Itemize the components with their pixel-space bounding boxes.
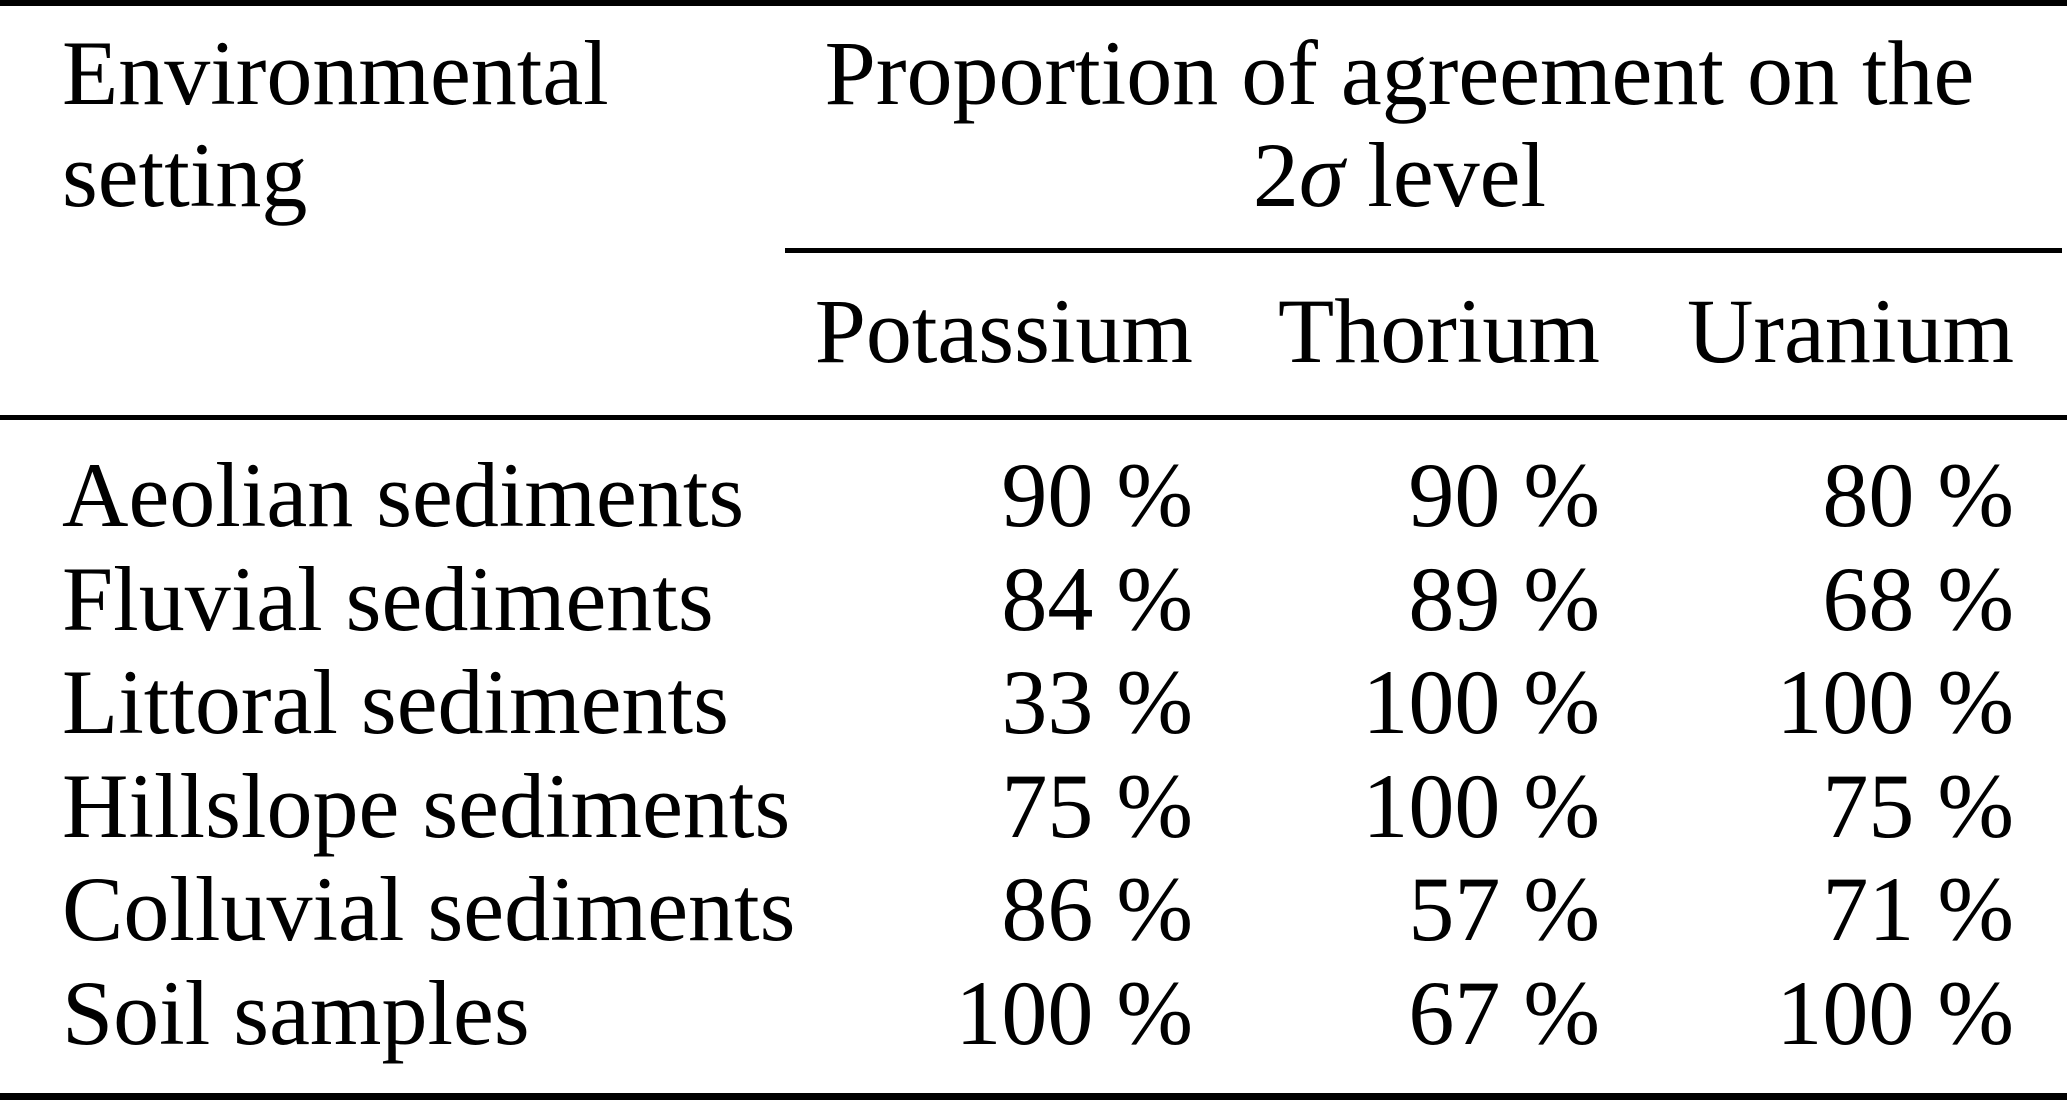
group-header-underline-rule <box>785 248 2062 253</box>
potassium-value: 33 % <box>1001 651 1193 753</box>
column-header-thorium: Thorium <box>1278 280 1600 382</box>
thorium-value: 89 % <box>1408 547 1600 650</box>
table-row: Colluvial sediments 86 % 57 % 71 % <box>0 858 2067 962</box>
table-bottom-rule <box>0 1093 2067 1100</box>
potassium-value: 84 % <box>1001 547 1193 650</box>
table-body: Aeolian sediments 90 % 90 % 80 % Fluvial… <box>0 444 2067 1065</box>
table-top-rule <box>0 0 2067 6</box>
column-header-row: Potassium Thorium Uranium <box>0 280 2067 382</box>
table-row: Fluvial sediments 84 % 89 % 68 % <box>0 548 2067 652</box>
table-row: Soil samples 100 % 67 % 100 % <box>0 962 2067 1066</box>
column-header-potassium: Potassium <box>814 280 1193 382</box>
column-header-uranium: Uranium <box>1686 280 2014 382</box>
group-header-line2-prefix: 2 <box>1252 124 1299 226</box>
row-label: Littoral sediments <box>62 651 729 753</box>
potassium-value: 86 % <box>1001 858 1193 960</box>
potassium-value: 90 % <box>1001 444 1193 546</box>
header-body-separator-rule <box>0 415 2067 420</box>
thorium-value: 100 % <box>1362 754 1600 857</box>
table-row: Hillslope sediments 75 % 100 % 75 % <box>0 755 2067 859</box>
row-header-column-title: Environmental setting <box>62 22 609 226</box>
row-label: Hillslope sediments <box>62 754 791 857</box>
uranium-value: 100 % <box>1776 961 2014 1064</box>
thorium-value: 67 % <box>1408 961 1600 1064</box>
uranium-value: 71 % <box>1822 858 2014 960</box>
group-header-line2: 2σ level <box>785 124 2014 226</box>
row-label: Colluvial sediments <box>62 858 796 960</box>
sigma-symbol: σ <box>1298 124 1345 226</box>
row-label: Fluvial sediments <box>62 547 714 650</box>
thorium-value: 90 % <box>1408 444 1600 546</box>
uranium-value: 68 % <box>1822 547 2014 650</box>
potassium-value: 75 % <box>1001 754 1193 857</box>
group-header-line2-suffix: level <box>1344 124 1547 226</box>
uranium-value: 75 % <box>1822 754 2014 857</box>
row-label: Aeolian sediments <box>62 444 745 546</box>
group-header-line1: Proportion of agreement on the <box>824 22 1975 124</box>
potassium-value: 100 % <box>955 961 1193 1064</box>
thorium-value: 57 % <box>1408 858 1600 960</box>
group-header: Proportion of agreement on the 2σ level <box>785 22 2014 226</box>
uranium-value: 80 % <box>1822 444 2014 546</box>
table-row: Aeolian sediments 90 % 90 % 80 % <box>0 444 2067 548</box>
row-label: Soil samples <box>62 961 530 1064</box>
table-row: Littoral sediments 33 % 100 % 100 % <box>0 651 2067 755</box>
uranium-value: 100 % <box>1776 651 2014 753</box>
thorium-value: 100 % <box>1362 651 1600 753</box>
